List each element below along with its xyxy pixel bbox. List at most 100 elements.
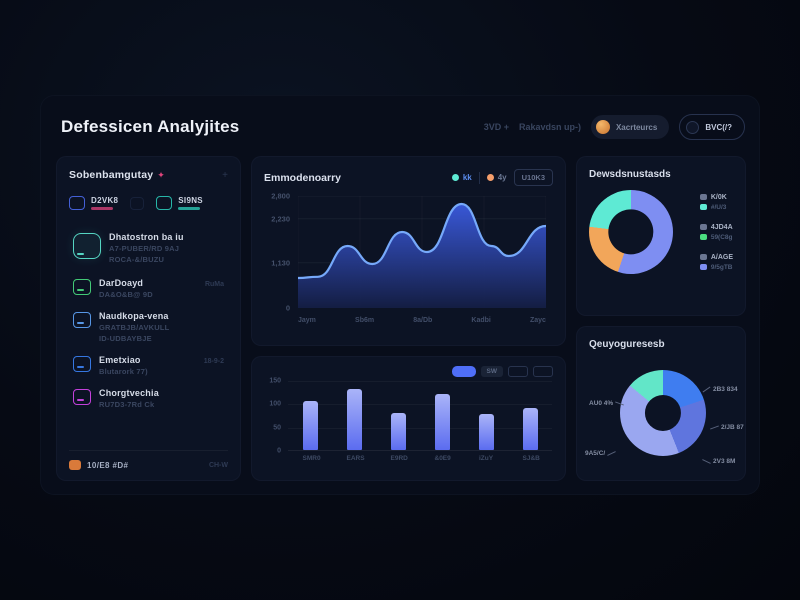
donut-chart-2 [620,370,706,456]
donut-chart-1 [589,190,673,274]
area-chart-legend: kk 4y U10K3 [451,169,553,186]
sidebar-stat-chip[interactable]: SI9NS [156,196,203,210]
legend-item-2[interactable]: 4y [486,173,507,182]
sidebar-item-meta: 18-9-2 [203,358,224,365]
sidebar-item[interactable]: Emetxiao Blutarork 77) 18-9-2 [69,349,228,382]
bar-gridline [288,381,552,382]
donut-callout-label: 2/JB 87 [710,424,744,431]
sidebar-item[interactable]: Naudkopa-vena GRATBJB/AVKULL ID-UDBAYBJE [69,305,228,349]
y-tick-label: 0 [277,447,281,455]
bar-chart-plot [288,381,552,451]
legend-swatch-icon [699,204,707,210]
sidebar-item-title: Dhatostron ba iu [109,232,184,242]
x-tick-label: &0E9 [434,455,451,462]
donut-chart-2-body: 2B3 834 2/JB 87 2V3 8M 9A5/C/AU0 4% [585,358,744,470]
x-tick-label: EARS [346,455,365,462]
x-tick-label: iZuY [478,455,494,462]
sidebar-item-sub: A7-PUBER/RD 9AJ [109,244,180,253]
y-tick-label: 2,800 [271,191,290,201]
y-tick-label: 0 [285,303,290,313]
x-tick-label: Jaym [298,317,316,324]
sidebar-item[interactable]: DarDoayd DA&O&B@ 9D RuMa [69,272,228,305]
legend-label-1: kk [462,173,472,182]
stat-underline [178,207,201,210]
user-menu-label: Xacrteurcs [615,122,658,132]
grid-icon [73,279,91,295]
area-chart-x-axis: Jaym Sb6m 8a/Db Kadbi Zayc [298,317,546,324]
legend-title: A/AGE [710,253,733,261]
sidebar-item-title: Chorgtvechia [99,388,159,398]
range-button-active[interactable] [451,366,476,377]
stat-underline [91,207,113,210]
bar-chart: 150 100 50 0 [264,378,553,455]
callout-line [615,401,625,406]
area-fill [298,204,546,308]
donut-legend-group: K/0K #/U/3 [699,193,733,211]
donut-legend-group: 4JD4A 59(C8g [699,223,733,241]
sidebar-item-title: Emetxiao [99,355,141,365]
sidebar-title: Sobenbamgutay [69,169,154,181]
bar-chart-x-axis: SMR0 EARS E9RD &0E9 iZuY SJ&B [288,455,552,462]
blue-square-icon [69,196,85,210]
bar-chart-controls: SW [264,366,553,377]
legend-title: K/0K [710,193,727,201]
sidebar-item-sub: DA&O&B@ 9D [99,290,153,299]
callout-text: 9A5/C/ [585,450,606,457]
range-selector-button[interactable]: U10K3 [513,169,553,186]
legend-label-2: 4y [497,173,507,182]
bar [346,389,362,450]
brand-icon [69,460,81,470]
sidebar-item-title: Naudkopa-vena [99,311,169,321]
stat-label: D2VK8 [91,196,119,205]
range-button-secondary[interactable]: SW [480,366,503,377]
callout-line [702,459,711,464]
donut-chart-2-title: Qeuyoguresesb [589,339,665,350]
donut-chart-panel-1: Dewsdsnustasds K/0K #/U/3 4JD4A 59(C8g A/AGE… [576,156,746,316]
sidebar-footer: 10/E8 #D# CH-W [69,450,228,470]
user-menu-button[interactable]: Xacrteurcs [590,115,670,139]
sidebar-item[interactable]: Dhatostron ba iu A7-PUBER/RD 9AJ ROCA-&/BU… [69,224,228,272]
callout-text: AU0 4% [589,400,614,407]
bars-group [288,381,552,450]
bar-gridline [288,427,552,429]
callout-text: 2B3 834 [713,386,738,393]
sidebar-item-sub: GRATBJB/AVKULL [99,323,170,332]
add-icon[interactable]: + [222,169,228,181]
donut-chart-1-legend: K/0K #/U/3 4JD4A 59(C8g A/AGE 9/5gTB [699,193,733,271]
teal-square-icon [156,196,173,210]
sidebar-item[interactable]: Chorgtvechia RU7D3-7Rd Ck [69,382,228,415]
area-line [296,202,548,280]
stat-label: SI9NS [178,196,203,205]
legend-sub: 59(C8g [710,233,733,241]
area-chart-header: Emmodenoarry kk 4y U10K3 [264,169,553,186]
callout-text: 2V3 8M [713,458,736,465]
legend-dot-2-icon [486,174,494,181]
sidebar-footer-label: 10/E8 #D# [87,460,129,470]
y-tick-label: 2,230 [271,214,290,224]
sidebar-stat-chip[interactable]: D2VK8 [69,196,118,210]
bar [302,401,318,450]
sidebar: Sobenbamgutay ✦ + D2VK8 SI9NS Dhatostron … [56,156,241,481]
range-button-4[interactable] [533,366,553,377]
legend-swatch-icon [699,254,707,260]
ghost-square-icon [130,196,145,210]
donut-legend-group: A/AGE 9/5gTB [699,253,733,271]
x-tick-label: Zayc [529,317,546,324]
bar-gridline [288,404,552,406]
range-button-3[interactable] [508,366,528,377]
area-chart-panel: Emmodenoarry kk 4y U10K3 2,800 2,230 1,130… [251,156,566,346]
legend-swatch-icon [699,224,707,230]
sidebar-item-sub: ROCA-&/BUZU [109,255,165,264]
legend-swatch-icon [699,264,707,270]
bar [522,408,538,450]
y-tick-label: 1,130 [271,258,290,268]
donut-chart-1-title: Dewsdsnustasds [589,169,671,180]
spark-icon: ✦ [157,169,165,180]
donut-callout-label: 9A5/C/ [585,450,617,457]
bar-chart-y-axis: 150 100 50 0 [264,378,288,455]
legend-title: 4JD4A [710,223,733,231]
sidebar-item-sub: RU7D3-7Rd Ck [99,400,155,409]
legend-item-1[interactable]: kk [451,173,472,182]
header-action-button[interactable]: BVC(/? [679,114,745,140]
area-chart-y-axis: 2,800 2,230 1,130 0 [264,192,298,313]
